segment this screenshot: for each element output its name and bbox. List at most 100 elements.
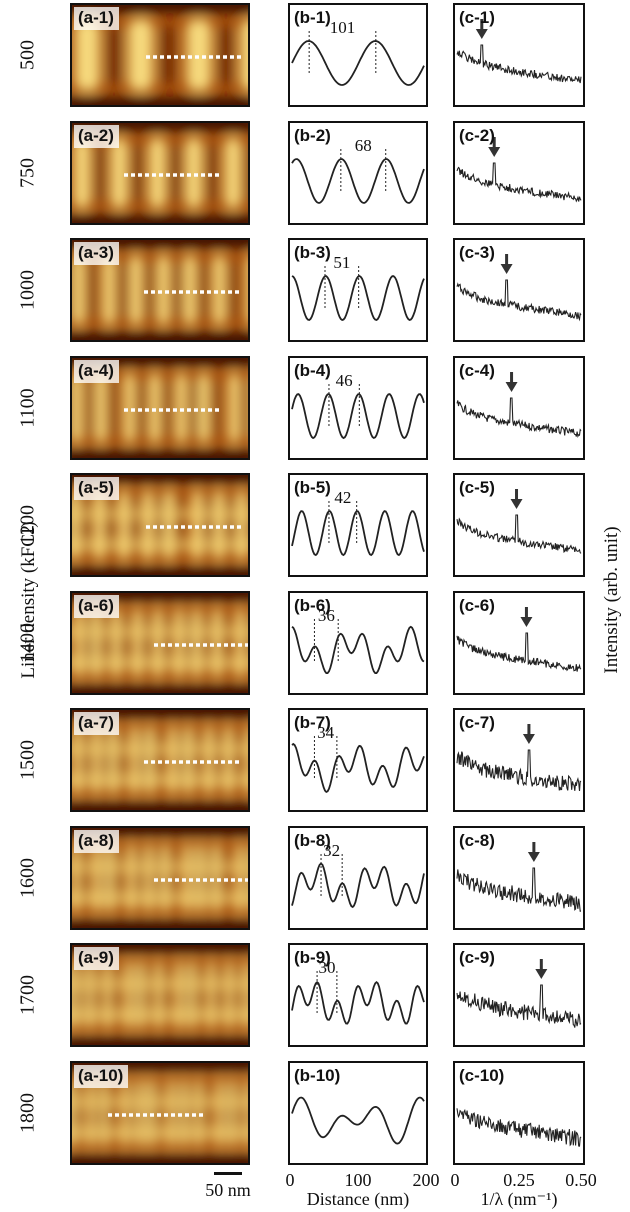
panel-row: 1700 (a-9) 30 (b-9) (c-9) bbox=[0, 943, 630, 1047]
panel-label-a: (a-6) bbox=[74, 594, 119, 618]
spectrum-line bbox=[456, 514, 582, 554]
scale-bar-label: 50 nm bbox=[205, 1180, 251, 1200]
panel-label-a: (a-1) bbox=[74, 7, 119, 30]
spectrum-line bbox=[456, 279, 582, 322]
density-label-text: 500 bbox=[16, 40, 39, 70]
x-ticks-distance: 0 100 200 bbox=[286, 1170, 440, 1194]
profile-line bbox=[291, 625, 425, 674]
panel-label-c: (c-10) bbox=[459, 1065, 505, 1085]
spectrum-line bbox=[456, 984, 582, 1028]
density-label: 1800 bbox=[8, 1061, 48, 1165]
peak-arrow-icon bbox=[500, 254, 513, 274]
afm-image-panel: (a-5) bbox=[70, 473, 250, 577]
line-profile-panel: 36 (b-6) bbox=[288, 590, 428, 695]
afm-image-panel: (a-2) bbox=[70, 120, 250, 225]
panel-label-c: (c-1) bbox=[459, 8, 495, 27]
peak-arrow-icon bbox=[510, 489, 523, 509]
density-label: 1200 bbox=[8, 473, 48, 577]
profile-line bbox=[291, 274, 425, 321]
spectrum-panel: (c-10) bbox=[453, 1060, 585, 1165]
period-annotation: 46 bbox=[336, 371, 353, 390]
period-annotation: 42 bbox=[334, 488, 351, 507]
panel-label-c: (c-9) bbox=[459, 948, 495, 967]
panel-label-a: (a-8) bbox=[74, 829, 119, 853]
density-label-text: 750 bbox=[16, 157, 39, 188]
x-ticks-inverse-wavelength: 0 0.25 0.50 bbox=[451, 1170, 597, 1194]
panel-label-b: (b-4) bbox=[294, 360, 331, 380]
profile-line bbox=[291, 980, 425, 1025]
x-tick-label: 200 bbox=[412, 1170, 440, 1190]
spectrum-line bbox=[456, 396, 582, 438]
spectrum-line bbox=[456, 631, 582, 672]
density-label-text: 1600 bbox=[16, 857, 39, 898]
period-annotation: 30 bbox=[318, 958, 335, 977]
peak-arrow-icon bbox=[527, 841, 540, 862]
spectrum-panel: (c-9) bbox=[453, 943, 585, 1047]
spectrum-line bbox=[456, 866, 582, 912]
panel-label-c: (c-8) bbox=[459, 830, 495, 850]
period-annotation: 68 bbox=[355, 136, 372, 155]
peak-arrow-icon bbox=[475, 19, 488, 39]
line-profile-panel: 101 (b-1) bbox=[288, 3, 428, 107]
afm-image-panel: (a-1) bbox=[70, 3, 250, 107]
panel-label-b: (b-1) bbox=[294, 8, 331, 27]
spectrum-panel: (c-2) bbox=[453, 120, 585, 225]
profile-line bbox=[291, 742, 425, 793]
spectrum-panel: (c-6) bbox=[453, 590, 585, 695]
spectrum-panel: (c-1) bbox=[453, 3, 585, 107]
spectrum-panel: (c-8) bbox=[453, 825, 585, 930]
panel-row: 1100 (a-4) 46 (b-4) (c-4) bbox=[0, 355, 630, 460]
afm-image-panel: (a-7) bbox=[70, 708, 250, 812]
density-label: 1100 bbox=[8, 356, 48, 460]
profile-line bbox=[291, 1096, 425, 1145]
density-label: 1500 bbox=[8, 708, 48, 812]
period-annotation: 34 bbox=[317, 723, 335, 742]
line-profile-panel: 34 (b-7) bbox=[288, 708, 428, 812]
density-label: 1000 bbox=[8, 238, 48, 342]
panel-row: 1500 (a-7) 34 (b-7) (c-7) bbox=[0, 708, 630, 812]
panel-label-b: (b-2) bbox=[294, 125, 331, 145]
panel-label-b: (b-5) bbox=[294, 478, 331, 497]
density-label: 1600 bbox=[8, 826, 48, 930]
density-label-text: 1500 bbox=[16, 740, 39, 780]
panel-row: 500 (a-1) 101 (b-1) (c-1) bbox=[0, 3, 630, 107]
panel-row: 1000 (a-3) 51 (b-3) (c-3) bbox=[0, 238, 630, 342]
density-label: 1400 bbox=[8, 591, 48, 695]
density-label-text: 1100 bbox=[16, 387, 39, 428]
panel-label-c: (c-2) bbox=[459, 125, 495, 145]
peak-arrow-icon bbox=[488, 136, 501, 157]
period-annotation: 101 bbox=[330, 18, 356, 37]
density-label-text: 1200 bbox=[16, 505, 39, 545]
panel-label-a: (a-9) bbox=[74, 947, 119, 970]
peak-arrow-icon bbox=[505, 371, 518, 392]
line-profile-panel: (b-10) bbox=[288, 1060, 428, 1165]
afm-image-panel: (a-9) bbox=[70, 943, 250, 1047]
panel-label-c: (c-4) bbox=[459, 360, 495, 380]
afm-image-panel: (a-4) bbox=[70, 355, 250, 460]
spectrum-line bbox=[456, 1107, 582, 1147]
x-tick-label: 0.50 bbox=[565, 1170, 597, 1190]
period-annotation: 32 bbox=[323, 841, 340, 860]
spectrum-panel: (c-7) bbox=[453, 708, 585, 812]
line-profile-panel: 46 (b-4) bbox=[288, 355, 428, 460]
density-label: 750 bbox=[8, 121, 48, 225]
panel-label-b: (b-10) bbox=[294, 1065, 341, 1085]
line-profile-panel: 30 (b-9) bbox=[288, 943, 428, 1047]
profile-line bbox=[291, 157, 425, 204]
panel-row: 750 (a-2) 68 (b-2) (c-2) bbox=[0, 120, 630, 225]
panel-label-a: (a-4) bbox=[74, 359, 119, 383]
density-label-text: 1000 bbox=[16, 270, 39, 310]
spectrum-line bbox=[456, 161, 582, 203]
density-label-text: 1800 bbox=[16, 1092, 39, 1133]
x-tick-label: 0.25 bbox=[503, 1170, 535, 1190]
panel-label-a: (a-7) bbox=[74, 712, 119, 735]
panel-label-b: (b-6) bbox=[294, 595, 331, 615]
panel-label-a: (a-3) bbox=[74, 242, 119, 265]
period-annotation: 51 bbox=[333, 253, 350, 272]
panel-row: 1600 (a-8) 32 (b-8) (c-8) bbox=[0, 825, 630, 930]
panel-label-a: (a-2) bbox=[74, 124, 119, 148]
line-profile-panel: 32 (b-8) bbox=[288, 825, 428, 930]
panel-label-c: (c-6) bbox=[459, 595, 495, 615]
panel-label-a: (a-5) bbox=[74, 477, 119, 500]
